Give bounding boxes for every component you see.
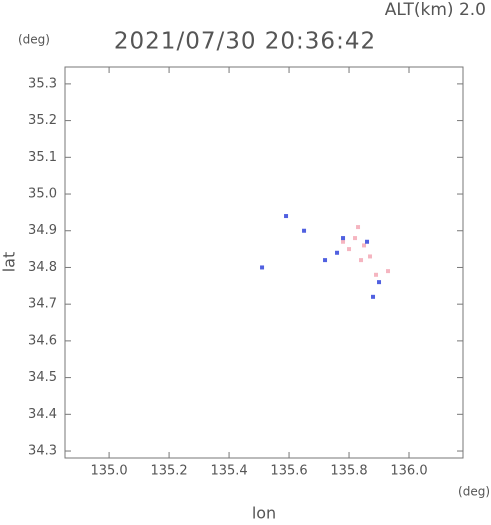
y-tick-label: 35.3 (28, 76, 57, 91)
y-tick-label: 35.2 (28, 113, 57, 128)
echo-point (323, 258, 328, 263)
echo-point (260, 265, 265, 270)
y-tick-label: 35.1 (28, 150, 57, 165)
x-tick-label: 135.6 (270, 464, 307, 479)
x-tick-label: 135.4 (210, 464, 247, 479)
x-tick-label: 135.0 (90, 464, 127, 479)
x-tick-label: 135.2 (150, 464, 187, 479)
y-tick-label: 34.3 (28, 444, 57, 459)
echo-point (356, 225, 361, 230)
altitude-label: ALT(km) 2.0 (385, 0, 486, 20)
y-tick-label: 34.9 (28, 223, 57, 238)
y-axis-label: lat (0, 252, 19, 273)
echo-point (386, 269, 391, 274)
echo-point (284, 214, 289, 219)
echo-point (347, 247, 352, 252)
echo-point (374, 272, 379, 277)
plot-frame (64, 66, 464, 459)
y-tick-label: 34.4 (28, 407, 57, 422)
echo-point (341, 239, 346, 244)
y-tick-label: 34.7 (28, 297, 57, 312)
echo-point (365, 239, 370, 244)
y-tick-label: 34.8 (28, 260, 57, 275)
echo-point (371, 294, 376, 299)
echo-point (302, 228, 307, 233)
x-unit: (deg) (458, 485, 490, 499)
x-tick-label: 135.8 (330, 464, 367, 479)
y-tick-label: 35.0 (28, 187, 57, 202)
chart-title: 2021/07/30 20:36:42 (114, 29, 376, 55)
echo-point (335, 250, 340, 255)
echo-point (362, 243, 367, 248)
echo-point (359, 258, 364, 263)
y-tick-label: 34.5 (28, 370, 57, 385)
echo-point (368, 254, 373, 259)
y-tick-label: 34.6 (28, 333, 57, 348)
echo-point (341, 236, 346, 241)
x-axis-label: lon (252, 504, 276, 522)
y-unit: (deg) (18, 33, 50, 47)
echo-point (353, 236, 358, 241)
echo-point (377, 280, 382, 285)
x-tick-label: 136.0 (390, 464, 427, 479)
